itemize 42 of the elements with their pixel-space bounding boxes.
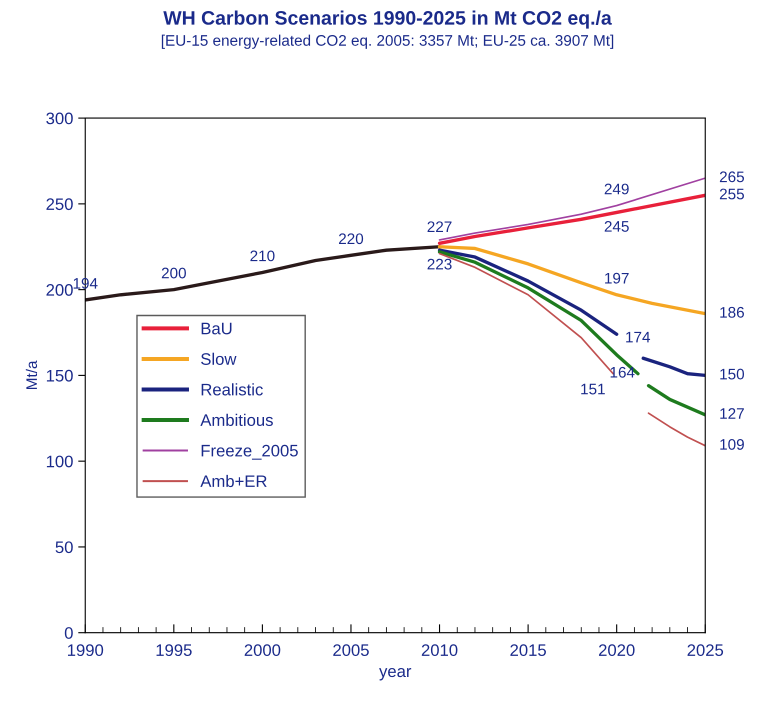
annotation: 200 [162, 268, 186, 278]
annotation: 186 [720, 306, 744, 318]
legend-label: Amb+ER [200, 474, 267, 488]
x-tick-label: 2010 [422, 644, 458, 656]
annotation: 220 [338, 233, 364, 244]
y-tick-label: 200 [46, 284, 73, 296]
chart-subtitle: [EU-15 energy-related CO2 eq. 2005: 3357 Mt; EU-25 ca. 3907 Mt] [162, 34, 614, 49]
annotation: 127 [720, 408, 744, 419]
y-tick-label: 0 [64, 627, 73, 639]
annotation: 227 [428, 221, 452, 232]
x-tick-label: 1995 [156, 644, 192, 656]
annotation: 164 [610, 366, 635, 378]
annotation: 109 [720, 439, 744, 450]
x-tick-label: 2000 [244, 644, 280, 656]
annotation: 174 [626, 332, 650, 342]
x-tick-label: 2005 [333, 644, 369, 656]
annotation: 197 [605, 272, 629, 284]
annotation: 245 [604, 221, 629, 232]
legend-label: Realistic [202, 383, 263, 396]
x-tick-label: 2025 [688, 644, 724, 656]
annotation: 249 [604, 184, 629, 194]
y-tick-label: 250 [46, 198, 73, 210]
x-tick-label: 1990 [68, 644, 104, 656]
annotation: 255 [720, 188, 744, 200]
annotation: 150 [720, 368, 744, 380]
annotation: 151 [581, 384, 605, 394]
legend-label: Freeze_2005 [202, 444, 298, 460]
y-axis-title: Mt/a [26, 360, 38, 390]
x-axis-title: year [379, 668, 412, 680]
y-tick-label: 100 [46, 456, 73, 468]
legend-label: Slow [201, 352, 236, 365]
y-tick-label: 300 [46, 112, 73, 124]
x-tick-label: 2015 [510, 644, 546, 656]
y-tick-label: 150 [46, 370, 73, 382]
legend-label: Ambitious [200, 414, 273, 426]
x-tick-label: 2020 [598, 644, 635, 656]
legend-label: BaU [202, 322, 232, 334]
y-tick-label: 50 [56, 541, 73, 554]
annotation: 223 [428, 258, 452, 270]
annotation: 265 [720, 171, 744, 182]
chart-title: WH Carbon Scenarios 1990-2025 in Mt CO2 eq./a [163, 10, 612, 29]
annotation: 210 [250, 250, 275, 262]
